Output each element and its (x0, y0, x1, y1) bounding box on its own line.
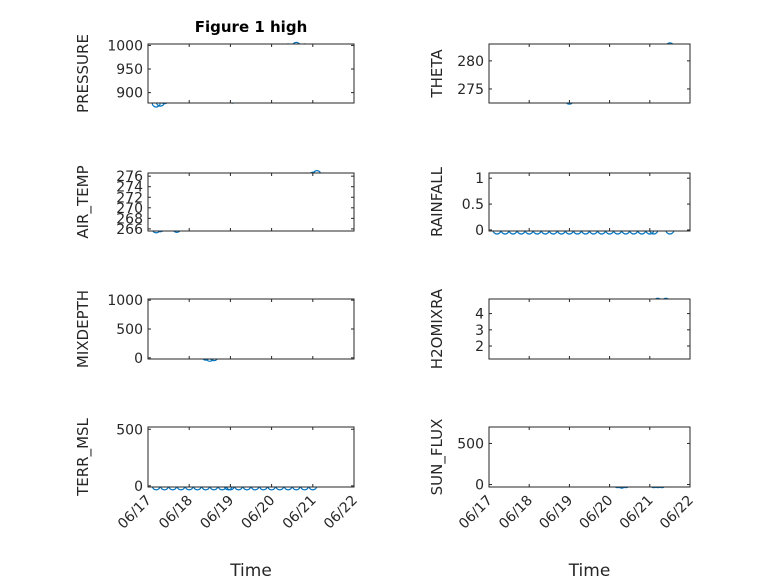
y-tick-label: 0 (475, 478, 484, 494)
y-tick-label: 0 (134, 351, 143, 367)
y-axis-label: PRESSURE (74, 34, 92, 113)
subplot-terr_msl: 0 500 06/17 06/18 06/19 06/20 06/21 06/22 TERR_M… (74, 417, 361, 581)
x-tick-label: 06/17 (456, 493, 496, 533)
x-tick-label: 06/20 (577, 493, 617, 533)
axes-frame (147, 43, 355, 104)
x-tick-label: 06/22 (657, 493, 697, 533)
y-tick-label: 270 (116, 201, 143, 217)
y-axis-label: AIR_TEMP (74, 165, 93, 238)
x-tick-label: 06/18 (496, 493, 536, 533)
axes-frame (488, 43, 691, 104)
x-tick-label: 06/18 (156, 493, 196, 533)
y-axis-label: H2OMIXRA (428, 288, 446, 369)
y-tick-label: 276 (116, 169, 143, 185)
subplot-h2omixra: 234 H2OMIXRA (428, 288, 691, 369)
y-axis-label: MIXDEPTH (74, 290, 92, 368)
axes-frame (488, 298, 691, 360)
y-tick-label: 3 (475, 323, 484, 339)
y-tick-label: 500 (457, 436, 484, 452)
x-axis-label: Time (229, 561, 272, 581)
y-tick-label: 1000 (107, 293, 143, 309)
y-tick-label: 0.5 (462, 197, 484, 213)
x-tick-label: 06/21 (617, 493, 657, 533)
y-tick-label: 274 (116, 180, 143, 196)
y-tick-label: 272 (116, 190, 143, 206)
subplot-sun_flux: 0 500 06/17 06/18 06/19 06/20 06/21 06/22 SUN_FL… (428, 419, 697, 581)
axes-frame (488, 426, 691, 488)
y-tick-label: 280 (457, 54, 484, 70)
subplot-rainfall: 0 0.5 1 RAINFALL (428, 166, 691, 239)
y-tick-label: 1 (475, 171, 484, 187)
subplot-mixdepth: 0 500 1000 MIXDEPTH (74, 290, 355, 368)
y-tick-label: 266 (116, 222, 143, 238)
y-tick-label: 1000 (107, 38, 143, 54)
y-tick-label: 2 (475, 339, 484, 355)
subplot-theta: 275 280 THETA (428, 42, 691, 105)
y-tick-label: 500 (116, 322, 143, 338)
y-tick-label: 500 (116, 422, 143, 438)
y-tick-label: 268 (116, 211, 143, 227)
axes-frame (147, 426, 355, 488)
x-tick-label: 06/21 (280, 493, 320, 533)
x-axis-label: Time (568, 561, 611, 581)
axes-frame (147, 172, 355, 232)
subplot-pressure: 900 950 1000 PRESSURE Figure 1 high (74, 18, 355, 113)
y-tick-label: 4 (475, 307, 484, 323)
y-axis-label: THETA (428, 49, 446, 99)
y-axis-label: SUN_FLUX (428, 419, 447, 496)
axes-frame (147, 298, 355, 360)
y-axis-label: TERR_MSL (74, 417, 93, 496)
y-tick-label: 275 (457, 82, 484, 98)
y-axis-label: RAINFALL (428, 166, 446, 237)
x-tick-label: 06/17 (115, 493, 155, 533)
x-tick-label: 06/19 (536, 493, 576, 533)
y-tick-label: 900 (116, 86, 143, 102)
y-tick-label: 0 (475, 223, 484, 239)
axes-frame (488, 172, 691, 232)
y-tick-label: 950 (116, 62, 143, 78)
x-tick-label: 06/19 (197, 493, 237, 533)
chart-title: Figure 1 high (195, 18, 308, 36)
x-tick-label: 06/22 (321, 493, 361, 533)
x-tick-label: 06/20 (239, 493, 279, 533)
y-tick-label: 0 (134, 479, 143, 495)
